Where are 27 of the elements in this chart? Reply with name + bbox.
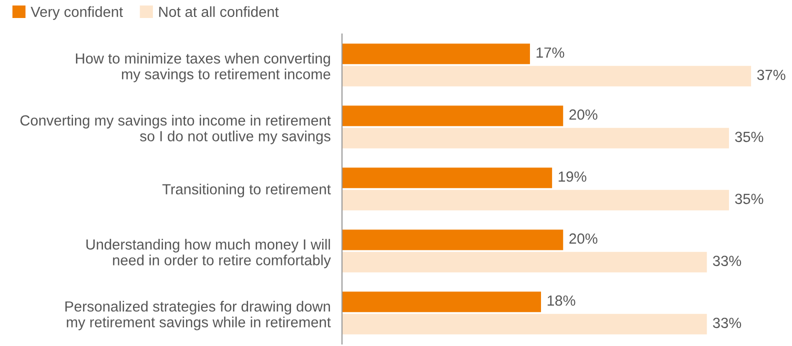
bar (342, 292, 542, 312)
data-label: 19% (558, 171, 586, 182)
bar (342, 128, 729, 148)
data-label: 18% (548, 295, 576, 306)
bar (342, 106, 564, 126)
data-label: 37% (757, 70, 786, 80)
bar (342, 66, 752, 86)
data-label: 20% (569, 109, 598, 120)
y-tick-label: Transitioning to retirement (162, 184, 331, 198)
y-tick-label: Understanding how much money I will need in order to retire comfortably (86, 238, 331, 268)
data-label: 20% (569, 233, 598, 244)
data-label: 33% (712, 318, 742, 328)
y-tick-label: Personalized strategies for drawing down my retirement savings while in retirement (65, 300, 331, 330)
bar (342, 44, 530, 64)
data-label: 33% (712, 256, 742, 266)
bar (342, 314, 707, 334)
data-label: 17% (536, 47, 564, 58)
bar (342, 252, 707, 272)
bar (342, 190, 729, 210)
y-tick-label: Converting my savings into income in retirement so I do not outlive my savings (20, 114, 331, 144)
data-label: 35% (735, 132, 764, 142)
data-label: 35% (735, 194, 764, 204)
bar (342, 230, 564, 250)
legend-label: Not at all confident (159, 6, 279, 17)
legend-label: Very confident (30, 6, 123, 20)
bar (342, 168, 552, 188)
y-tick-label: How to minimize taxes when converting my savings to retirement income (76, 52, 330, 82)
